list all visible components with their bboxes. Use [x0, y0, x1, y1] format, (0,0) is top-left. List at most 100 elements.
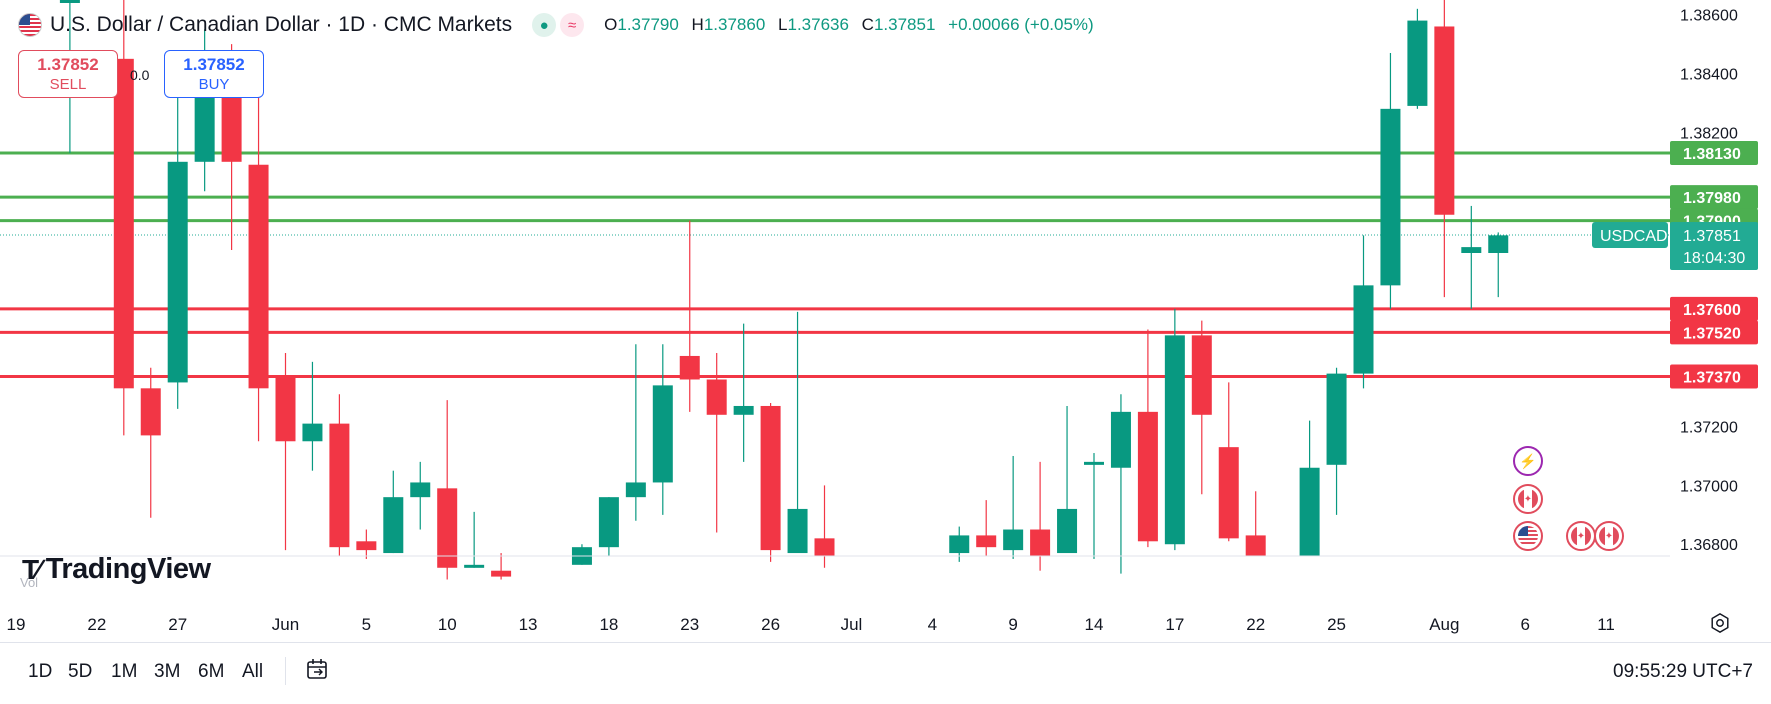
candle-down: [356, 541, 377, 551]
horizontal-levels: [0, 151, 1670, 379]
candle-up: [1003, 529, 1024, 551]
y-tick-label: 1.36800: [1680, 537, 1738, 554]
volume-label: Vol: [20, 575, 39, 590]
candle-up: [383, 497, 404, 554]
x-tick-label: 22: [87, 615, 106, 634]
x-tick-label: 22: [1246, 615, 1265, 634]
y-tick-label: 1.37200: [1680, 420, 1738, 437]
us-flag-icon: [18, 13, 42, 37]
x-tick-label: 18: [599, 615, 618, 634]
calendar-icon[interactable]: [305, 657, 329, 681]
sell-button[interactable]: 1.37852 SELL: [18, 50, 118, 98]
market-open-icon[interactable]: ●: [532, 13, 557, 37]
candle-down: [679, 355, 700, 380]
wave-icon[interactable]: ≈: [560, 13, 585, 37]
range-5d[interactable]: 5D: [68, 661, 93, 682]
y-tick-label: 1.37000: [1680, 478, 1738, 495]
buy-button[interactable]: 1.37852 BUY: [164, 50, 264, 98]
candle-down: [1030, 529, 1051, 556]
candle-up: [598, 497, 619, 548]
candle-down: [221, 88, 242, 162]
canada-flag-icon[interactable]: ✦: [1513, 484, 1543, 514]
bottom-toolbar: [0, 642, 1771, 704]
symbol-tag: USDCAD: [1600, 228, 1668, 245]
ohlc-values: O1.37790 H1.37860 L1.37636 C1.37851 +0.0…: [604, 15, 1094, 34]
candle-up: [949, 535, 970, 554]
candle-down: [275, 376, 296, 442]
x-tick-label: 10: [438, 615, 457, 634]
x-tick-label: 19: [7, 615, 26, 634]
candle-up: [464, 564, 485, 568]
last-price-label-bg: [1670, 222, 1758, 271]
candle-up: [1110, 411, 1131, 468]
x-tick-label: 25: [1327, 615, 1346, 634]
candle-up: [787, 508, 808, 554]
range-1m[interactable]: 1M: [111, 661, 138, 682]
candle-up: [733, 405, 754, 415]
level-price-label: 1.37600: [1683, 302, 1741, 319]
x-tick-label: 4: [928, 615, 937, 634]
candle-up: [1057, 508, 1078, 554]
range-1d[interactable]: 1D: [28, 661, 53, 682]
candle-down: [706, 379, 727, 415]
level-price-label-bg: [1670, 364, 1758, 389]
range-all[interactable]: All: [242, 661, 264, 682]
level-price-label: 1.37980: [1683, 190, 1741, 207]
candle-up: [167, 161, 188, 383]
candle-up: [625, 482, 646, 498]
chart-header: U.S. Dollar / Canadian Dollar · 1D · CMC…: [18, 12, 1102, 38]
candle-up: [1407, 20, 1428, 106]
spread-value: 0.0: [130, 67, 150, 83]
candle-up: [1299, 467, 1320, 556]
toolbar-divider: [285, 657, 286, 685]
x-tick-label: 6: [1520, 615, 1529, 634]
candle-down: [1245, 535, 1266, 556]
canada-flag-icon[interactable]: ✦: [1566, 521, 1596, 551]
candle-up: [302, 423, 323, 442]
symbol-tag-bg: [1592, 222, 1668, 249]
y-tick-label: 1.38400: [1680, 67, 1738, 84]
settings-icon[interactable]: [1709, 612, 1731, 634]
candle-up: [1164, 335, 1185, 545]
level-price-label-bg: [1670, 296, 1758, 321]
x-tick-label: 11: [1597, 615, 1615, 634]
lightning-icon[interactable]: ⚡: [1513, 446, 1543, 476]
symbol-title[interactable]: U.S. Dollar / Canadian Dollar · 1D · CMC…: [50, 13, 513, 36]
clock[interactable]: 09:55:29 UTC+7: [1613, 661, 1753, 682]
candle-down: [491, 570, 512, 577]
x-tick-label: 9: [1008, 615, 1017, 634]
candle-down: [1137, 411, 1158, 542]
x-tick-label: 26: [761, 615, 780, 634]
candle-up: [1326, 373, 1347, 465]
x-tick-label: Jun: [272, 615, 299, 634]
candles: [59, 0, 1509, 580]
range-6m[interactable]: 6M: [198, 661, 225, 682]
canada-flag-icon[interactable]: ✦: [1594, 521, 1624, 551]
level-price-label-bg: [1670, 140, 1758, 165]
us-flag-icon[interactable]: [1513, 521, 1543, 551]
x-tick-label: Aug: [1429, 615, 1459, 634]
x-tick-label: 5: [362, 615, 371, 634]
candle-up: [1488, 235, 1509, 253]
x-tick-label: 14: [1085, 615, 1104, 634]
price-chart[interactable]: 1.38600 1.38400 1.38200 1.37200 1.37000 1.368…: [0, 0, 1771, 642]
x-tick-label: 17: [1165, 615, 1184, 634]
time-axis: 19 22 27 Jun 5 10 13 18 23 26 Jul 4 9 14 17 22 25 Aug 6 11: [7, 615, 1615, 634]
candle-down: [814, 538, 835, 556]
x-tick-label: 27: [168, 615, 187, 634]
candle-up: [1084, 461, 1104, 465]
x-tick-label: Jul: [841, 615, 863, 634]
candle-up: [1353, 285, 1374, 374]
level-price-label-bg: [1670, 185, 1758, 210]
level-price-label: 1.37370: [1683, 370, 1741, 387]
candle-down: [1434, 26, 1455, 215]
y-tick-label: 1.38600: [1680, 8, 1738, 25]
candle-down: [437, 488, 458, 568]
range-3m[interactable]: 3M: [154, 661, 181, 682]
level-price-label-bg: [1670, 320, 1758, 345]
candle-up: [59, 0, 80, 3]
candle-up: [1461, 247, 1482, 253]
candle-down: [113, 58, 134, 389]
tradingview-logo[interactable]: T∕ TradingView: [22, 553, 211, 585]
level-price-label: 1.37520: [1683, 325, 1741, 342]
